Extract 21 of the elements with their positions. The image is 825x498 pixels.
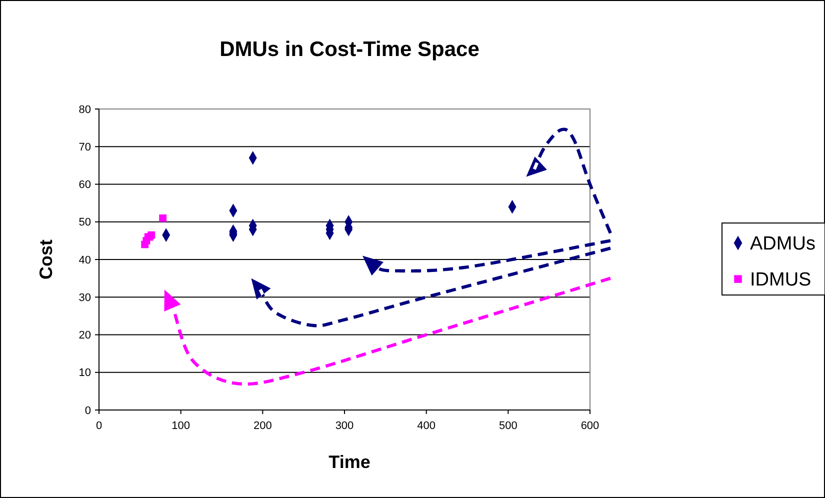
x-tick-label: 0 <box>96 420 102 432</box>
y-axis-title: Cost <box>36 239 56 280</box>
y-tick-label: 10 <box>78 367 91 380</box>
x-tick-label: 600 <box>580 420 600 432</box>
x-axis-title: Time <box>328 452 370 472</box>
y-tick-label: 60 <box>78 179 91 192</box>
y-tick-label: 50 <box>78 216 91 229</box>
y-tick-label: 80 <box>78 104 91 116</box>
y-tick-label: 30 <box>78 292 91 304</box>
x-tick-label: 500 <box>498 420 518 432</box>
y-tick-label: 70 <box>78 141 91 154</box>
legend-label: ADMUs <box>750 234 816 255</box>
x-tick-label: 100 <box>172 420 190 432</box>
x-tick-label: 300 <box>335 420 354 432</box>
x-tick-label: 200 <box>253 420 272 432</box>
x-tick-label: 400 <box>417 420 436 432</box>
y-tick-label: 0 <box>84 404 91 417</box>
chart-title: DMUs in Cost-Time Space <box>220 38 480 61</box>
y-tick-label: 20 <box>78 330 91 342</box>
legend-label: IDMUS <box>750 270 812 291</box>
y-tick-label: 40 <box>78 254 91 266</box>
